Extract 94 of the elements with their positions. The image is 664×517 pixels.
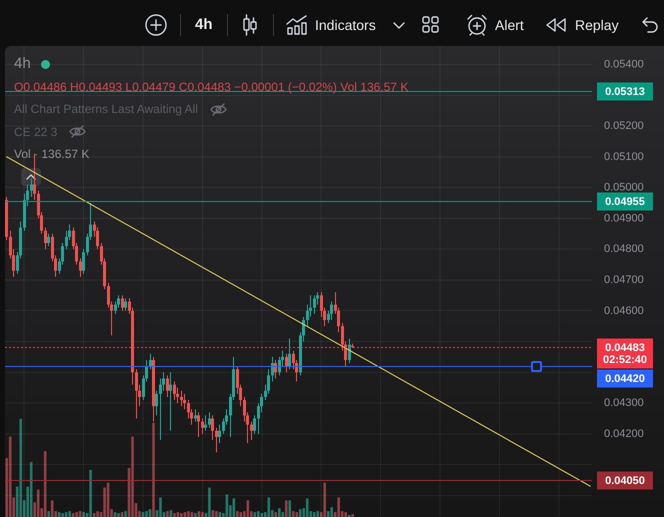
annotation: CE 22 3 <box>14 124 58 140</box>
y-tick-label: 0.04700 <box>604 274 644 286</box>
bar <box>68 511 71 517</box>
bar <box>323 482 326 517</box>
bar <box>288 500 292 517</box>
annotation: All Chart Patterns Last Awaiting All <box>14 101 198 118</box>
bar <box>257 511 260 517</box>
bar <box>215 511 218 517</box>
ref-line-label: 0.04050 <box>605 475 645 488</box>
ref-line-label: 0.04483 02:52:40 <box>602 342 648 366</box>
bar <box>298 509 302 517</box>
text: O0.04486 H0.04493 L0.04479 C0.04483 −0.00001 (−0.02%) Vol 136.57 K <box>14 78 408 96</box>
ref-line-label: 0.04955 <box>605 196 645 208</box>
bar <box>180 513 183 517</box>
bar <box>284 500 288 517</box>
y-tick-label: 0.05200 <box>604 120 644 132</box>
bar <box>232 498 236 517</box>
bar <box>89 470 92 517</box>
bar <box>30 462 33 517</box>
y-tick-label: 0.05400 <box>604 58 644 70</box>
bar <box>92 513 96 517</box>
text: Alert <box>495 16 524 34</box>
bar <box>173 513 176 517</box>
text: 4h <box>195 16 213 34</box>
bar <box>187 511 190 517</box>
y-tick-label: 0.04900 <box>604 212 644 224</box>
bar <box>218 512 222 517</box>
text: Indicators <box>315 16 376 34</box>
bar <box>184 512 186 517</box>
bar <box>124 511 127 517</box>
bar <box>131 436 134 517</box>
y-tick-label: 0.05100 <box>604 150 644 163</box>
bar <box>190 512 194 517</box>
bar <box>330 507 334 517</box>
bar <box>254 512 256 517</box>
bar <box>326 511 330 517</box>
bar <box>61 513 64 517</box>
bar <box>58 512 60 517</box>
bar <box>201 512 204 517</box>
bar <box>170 510 172 517</box>
bar <box>106 482 110 517</box>
bar <box>117 513 120 517</box>
bar <box>8 436 12 517</box>
bar <box>312 512 316 517</box>
bar <box>152 422 155 517</box>
bar <box>148 509 152 517</box>
bar <box>240 512 242 517</box>
bar <box>75 512 78 517</box>
bar <box>114 512 116 517</box>
bar <box>120 512 124 517</box>
bar <box>267 497 270 517</box>
chart-title: Vol · 136.57 K <box>14 146 90 163</box>
bar <box>82 512 85 517</box>
bar <box>19 418 22 517</box>
bar <box>344 512 347 517</box>
bar <box>226 494 228 517</box>
bar <box>236 511 239 517</box>
bar <box>278 508 281 517</box>
bar <box>36 490 40 517</box>
y-tick-label: 0.04300 <box>604 397 644 410</box>
bar <box>166 511 169 517</box>
bar <box>274 512 278 517</box>
bar <box>316 511 320 517</box>
bar <box>208 488 211 517</box>
bar <box>78 511 82 517</box>
y-tick-label: 0.05000 <box>604 182 644 194</box>
bar <box>145 511 148 517</box>
bar <box>176 512 180 517</box>
bar <box>159 497 162 517</box>
bar <box>260 513 264 517</box>
bar <box>47 511 50 517</box>
bar <box>44 451 46 517</box>
bar <box>295 512 298 517</box>
bar <box>142 512 144 517</box>
text: 4h <box>14 54 31 74</box>
bar <box>306 498 309 517</box>
bar <box>50 500 54 517</box>
bar <box>351 514 354 517</box>
bar <box>96 511 99 517</box>
bar <box>194 513 197 517</box>
text: Replay <box>575 16 619 34</box>
bar <box>246 500 250 517</box>
ref-line-label: 0.04420 <box>605 373 645 386</box>
y-tick-label: 0.04200 <box>604 428 644 440</box>
bar <box>64 512 68 517</box>
bar <box>212 510 214 517</box>
bar <box>292 511 295 517</box>
bar <box>198 511 200 517</box>
bar <box>72 513 74 517</box>
y-tick-label: 0.04600 <box>604 304 644 317</box>
bar <box>337 497 340 517</box>
bar <box>281 512 284 517</box>
y-tick-label: 0.04800 <box>604 243 644 256</box>
ref-line-label: 0.05313 <box>605 86 645 98</box>
